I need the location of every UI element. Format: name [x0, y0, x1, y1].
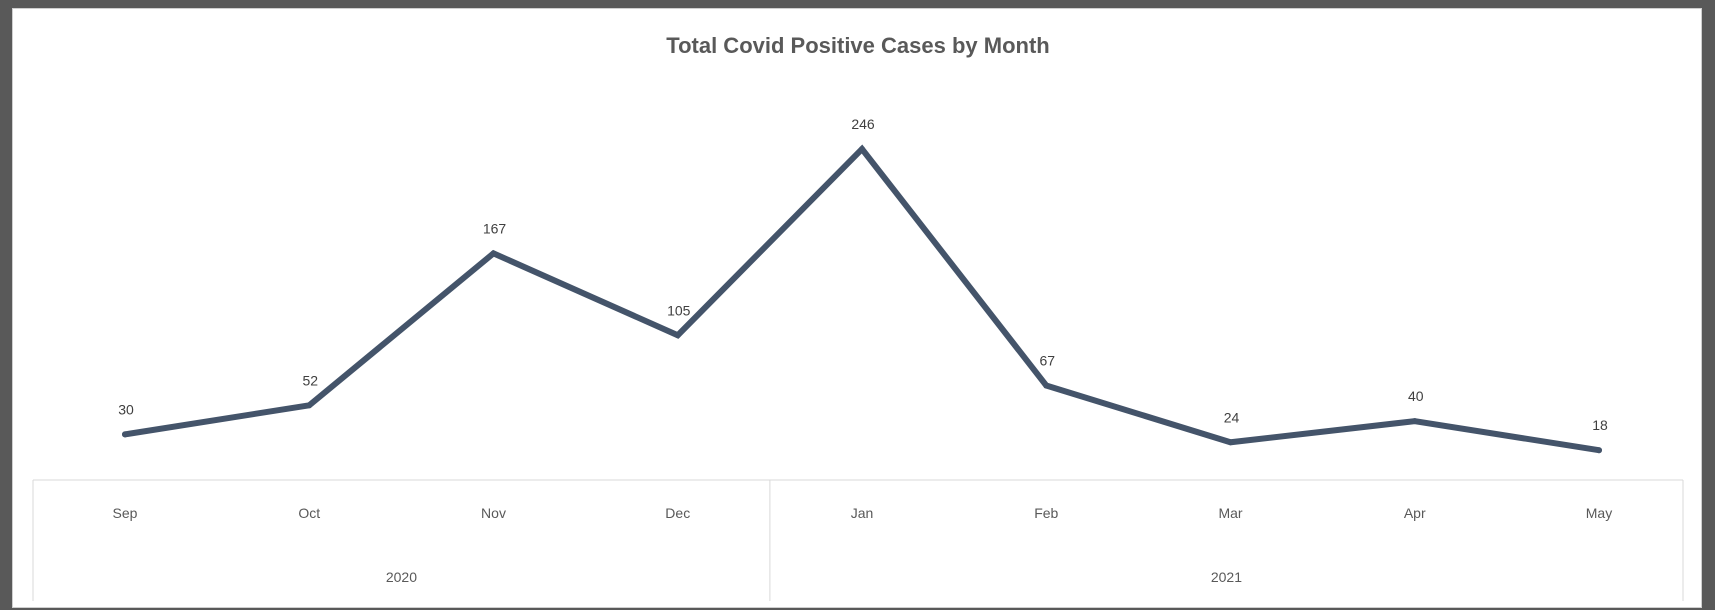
series-line-layer	[122, 144, 1602, 454]
data-point	[859, 146, 865, 152]
data-label: 246	[851, 116, 875, 132]
x-tick-label: Apr	[1404, 505, 1426, 521]
data-label: 24	[1224, 409, 1240, 425]
year-group-label: 2021	[1211, 569, 1242, 585]
year-group-label: 2020	[386, 569, 417, 585]
category-axis: 2020 2021 Sep Oct Nov Dec Jan Feb Mar Apr May	[32, 479, 1684, 601]
data-label: 67	[1039, 352, 1055, 368]
data-label: 105	[667, 302, 691, 318]
data-label: 167	[483, 220, 507, 236]
x-tick-label: May	[1586, 505, 1612, 521]
line-chart: Total Covid Positive Cases by Month 2020…	[32, 33, 1684, 601]
data-label-layer: 30 52 167 105 246 67 24 40 18	[118, 116, 1608, 433]
x-tick-label: Nov	[481, 505, 506, 521]
chart-area: Total Covid Positive Cases by Month 2020…	[12, 8, 1702, 608]
data-label: 30	[118, 401, 134, 417]
data-point	[674, 332, 681, 339]
chart-title: Total Covid Positive Cases by Month	[666, 33, 1049, 58]
data-point	[490, 250, 497, 257]
data-point	[1227, 439, 1234, 446]
data-label: 18	[1592, 417, 1608, 433]
data-point	[1043, 382, 1050, 389]
x-tick-label: Sep	[113, 505, 138, 521]
data-point	[122, 431, 128, 438]
x-tick-label: Feb	[1034, 505, 1058, 521]
data-point	[1411, 418, 1418, 425]
data-label: 40	[1408, 388, 1424, 404]
data-label: 52	[302, 372, 318, 388]
x-tick-label: Mar	[1218, 505, 1242, 521]
x-tick-label: Jan	[851, 505, 874, 521]
x-tick-label: Dec	[665, 505, 690, 521]
data-point	[1596, 447, 1602, 454]
series-line	[122, 144, 1602, 454]
data-point	[306, 402, 313, 409]
x-tick-label: Oct	[298, 505, 320, 521]
